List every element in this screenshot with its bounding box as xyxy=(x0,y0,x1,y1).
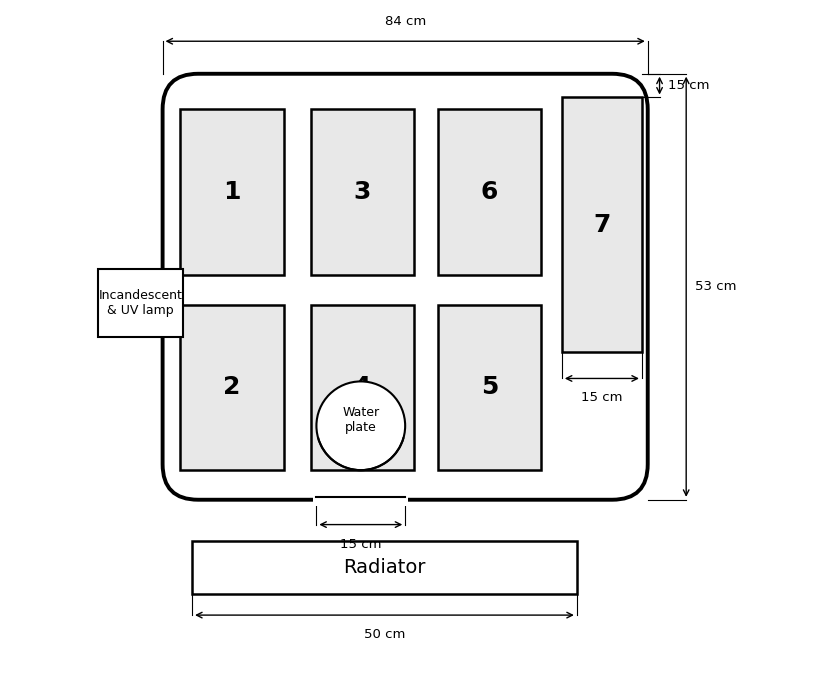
Bar xyxy=(180,109,284,275)
Text: 50 cm: 50 cm xyxy=(364,628,405,641)
Text: Water
plate: Water plate xyxy=(342,406,379,434)
Bar xyxy=(180,305,284,470)
Text: 3: 3 xyxy=(354,180,371,204)
Bar xyxy=(192,541,577,594)
FancyBboxPatch shape xyxy=(163,73,648,500)
Bar xyxy=(98,269,183,337)
Text: Incandescent
& UV lamp: Incandescent & UV lamp xyxy=(98,289,183,317)
Bar xyxy=(562,97,642,352)
Text: 53 cm: 53 cm xyxy=(695,280,736,293)
Text: 5: 5 xyxy=(480,375,498,399)
Text: 15 cm: 15 cm xyxy=(668,79,710,92)
Text: 6: 6 xyxy=(480,180,498,204)
Bar xyxy=(438,305,541,470)
Circle shape xyxy=(316,381,405,470)
Text: 15 cm: 15 cm xyxy=(581,392,623,405)
Text: 84 cm: 84 cm xyxy=(384,15,426,28)
Text: 4: 4 xyxy=(354,375,371,399)
Text: 2: 2 xyxy=(224,375,241,399)
Bar xyxy=(314,481,408,506)
Text: 1: 1 xyxy=(224,180,241,204)
Bar xyxy=(310,109,414,275)
Bar xyxy=(438,109,541,275)
Text: Radiator: Radiator xyxy=(344,558,425,577)
Bar xyxy=(310,305,414,470)
Text: 15 cm: 15 cm xyxy=(340,538,381,551)
Text: 7: 7 xyxy=(593,213,610,237)
